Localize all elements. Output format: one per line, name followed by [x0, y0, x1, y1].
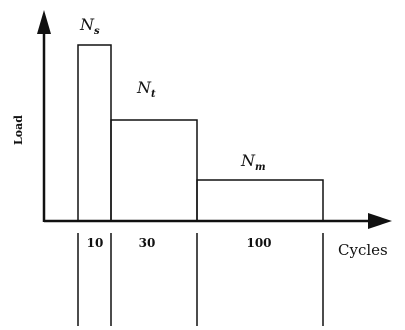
- block-label-nm: Nm: [240, 151, 266, 173]
- block-ns: [77, 44, 112, 222]
- cycles-label-nt: 30: [139, 236, 156, 250]
- cycles-label-nm: 100: [246, 236, 271, 250]
- block-nm: [196, 179, 324, 222]
- y-axis-arrow-icon: [37, 10, 51, 34]
- block-label-nt: Nt: [136, 78, 156, 100]
- block-label-ns: Ns: [79, 15, 100, 37]
- block-nt: [110, 119, 198, 222]
- x-axis-arrow-icon: [368, 213, 392, 229]
- y-axis-label: Load: [12, 115, 25, 145]
- x-axis-label: Cycles: [338, 241, 388, 259]
- cycles-label-ns: 10: [87, 236, 104, 250]
